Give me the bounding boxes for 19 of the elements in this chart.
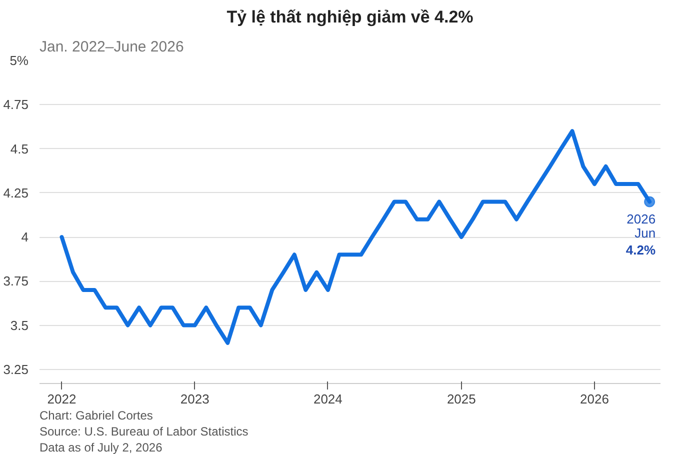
y-tick-label: 3.75 (3, 274, 29, 289)
text: Data as of July 2, 2026 (40, 440, 163, 454)
y-tick-label: 4.5 (10, 141, 29, 156)
x-tick-label: 2022 (47, 392, 76, 406)
x-tick-label: 2023 (180, 392, 210, 406)
y-tick-label: 4.25 (3, 185, 29, 200)
source-note: Source: U.S. Bureau of Labor Statistics (40, 424, 248, 438)
y-tick-label: 3.5 (10, 318, 29, 333)
annotation: 2026 Jun 4.2% (626, 212, 656, 258)
y-tick-label: 4 (21, 230, 29, 245)
y-tick-label: 3.25 (3, 362, 29, 377)
x-tick-label: 2025 (446, 392, 476, 406)
chart-title: Tỷ lệ thất nghiệp giảm về 4.2% (226, 8, 474, 26)
y-tick-label: 5% (10, 53, 29, 68)
text: Chart: Gabriel Cortes (40, 408, 153, 422)
y-tick-label: 4.75 (3, 97, 29, 112)
x-tick-label: 2026 (580, 392, 609, 406)
x-tick-label: 2024 (313, 392, 342, 406)
chart-subtitle: Jan. 2022–June 2026 (40, 38, 184, 56)
